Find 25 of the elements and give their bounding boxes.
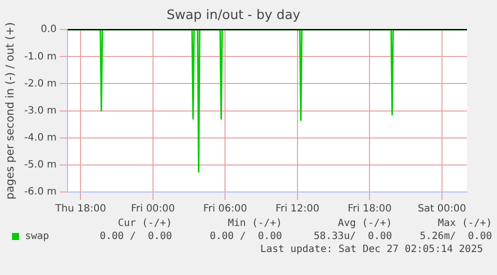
text: Cur (-/+): [116, 218, 172, 229]
text: 58.33u/ 0.00: [312, 231, 392, 242]
text: 5.26m/ 0.00: [418, 231, 492, 242]
x-tick-label: Sat 00:00: [418, 204, 466, 215]
legend-label: swap: [25, 231, 50, 242]
y-tick-label: -1.0 m: [24, 51, 57, 62]
text: Max (-/+): [436, 218, 492, 229]
y-tick-label: -6.0 m: [24, 186, 57, 198]
x-tick-label: Thu 18:00: [54, 204, 106, 215]
x-tick-label: Fri 00:00: [130, 204, 175, 215]
x-tick-label: Fri 18:00: [348, 204, 392, 215]
text: 0.00 / 0.00: [208, 231, 282, 242]
chart-title: Swap in/out - by day: [166, 8, 301, 24]
y-tick-label: 0.0: [40, 24, 57, 36]
y-tick-label: -2.0 m: [24, 78, 57, 90]
y-tick-label: -3.0 m: [24, 105, 57, 116]
text: Avg (-/+): [336, 218, 392, 229]
x-tick-label: Fri 12:00: [275, 204, 320, 215]
text: Min (-/+): [226, 218, 282, 229]
y-tick-label: -4.0 m: [24, 132, 57, 144]
text: Last update: Sat Dec 27 02:05:14 2025: [259, 244, 483, 255]
y-axis-title: pages per second in (-) / out (+): [3, 22, 16, 200]
text: 0.00 / 0.00: [98, 231, 172, 242]
y-tick-label: -5.0 m: [24, 160, 57, 171]
x-tick-label: Fri 06:00: [203, 204, 248, 215]
